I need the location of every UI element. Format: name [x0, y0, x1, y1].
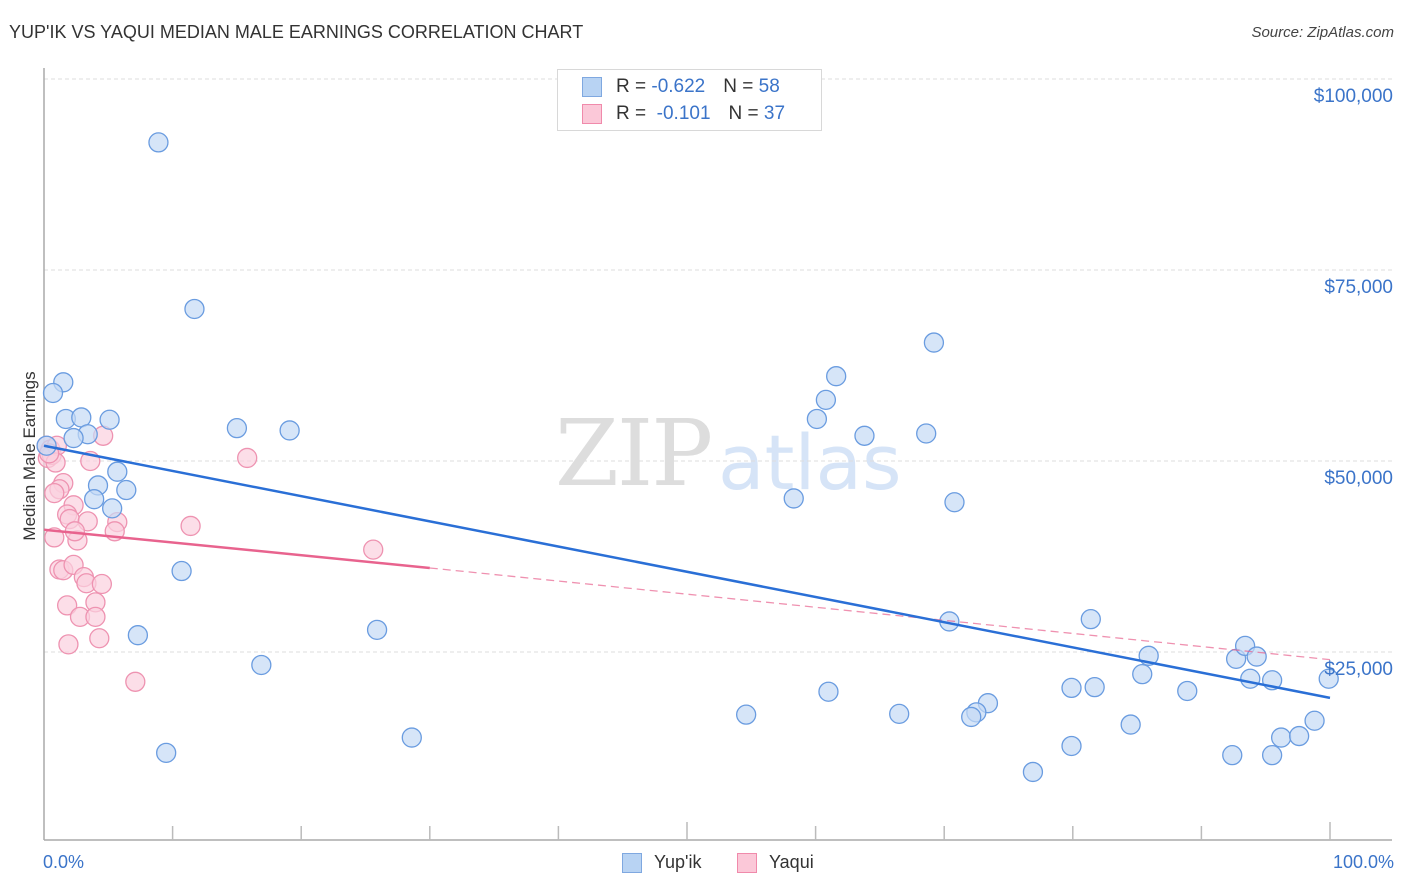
correlation-legend: R = -0.622 N = 58 R = -0.101 N = 37	[557, 69, 822, 131]
yupik-swatch-icon	[582, 77, 602, 97]
y-tick-25000: $25,000	[1324, 659, 1393, 680]
yaqui-point	[91, 573, 113, 595]
yupik-point	[806, 408, 828, 430]
y-tick-50000: $50,000	[1324, 468, 1393, 489]
yupik-point	[923, 332, 945, 353]
yupik-point	[99, 409, 120, 430]
gridlines	[44, 78, 1392, 653]
yupik-point	[1261, 744, 1283, 766]
yupik-point	[1061, 677, 1082, 699]
yupik-n-value: 58	[758, 76, 780, 97]
x-tick-100: 100.0%	[1332, 852, 1394, 872]
yupik-point	[916, 423, 937, 444]
yupik-point	[1080, 608, 1101, 630]
yupik-point	[127, 625, 149, 646]
yupik-point	[944, 492, 965, 513]
yupik-point	[107, 461, 128, 482]
yaqui-trendline-extension	[429, 567, 1331, 661]
y-tick-100000: $100,000	[1313, 86, 1393, 107]
y-axis-label: Median Male Earnings	[20, 371, 39, 541]
yupik-point	[1061, 735, 1082, 757]
yaqui-point	[237, 447, 258, 469]
yaqui-legend-label: Yaqui	[769, 852, 814, 872]
yupik-point	[366, 619, 388, 640]
yupik-points	[36, 132, 1339, 783]
yaqui-point	[58, 634, 79, 655]
yaqui-trendline	[43, 528, 430, 570]
yupik-point	[1270, 727, 1292, 748]
legend-item-yaqui[interactable]: Yaqui	[737, 852, 814, 873]
yaqui-point	[44, 527, 65, 548]
yupik-r-label: R =	[616, 76, 652, 97]
yaqui-point	[125, 671, 146, 692]
yupik-point	[156, 742, 177, 763]
yupik-point	[1120, 714, 1141, 735]
yupik-point	[961, 706, 982, 728]
yupik-point	[889, 703, 910, 725]
yupik-n-label: N =	[723, 76, 759, 97]
yaqui-n-value: 37	[763, 103, 786, 124]
yaqui-point	[363, 539, 384, 560]
yupik-point	[815, 389, 837, 411]
watermark-zip: ZIP	[555, 400, 713, 507]
yupik-point	[1084, 676, 1105, 698]
legend-row-yaqui: R = -0.101 N = 37	[582, 102, 785, 126]
yupik-point	[1222, 744, 1243, 766]
yupik-point	[251, 654, 272, 676]
yaqui-point	[44, 482, 65, 504]
yupik-point	[1318, 668, 1339, 689]
yupik-point	[1132, 664, 1153, 685]
yupik-point	[826, 366, 847, 387]
yupik-legend-swatch-icon	[622, 852, 642, 873]
yupik-point	[71, 407, 92, 428]
source-label: Source: ZipAtlas.com	[1251, 24, 1394, 41]
yupik-point	[736, 704, 757, 725]
yupik-point	[226, 417, 248, 439]
legend-item-yupik[interactable]: Yup'ik	[622, 852, 701, 873]
yupik-point	[171, 560, 192, 582]
y-tick-75000: $75,000	[1324, 277, 1393, 298]
yupik-point	[84, 489, 105, 510]
yaqui-n-label: N =	[728, 103, 764, 124]
yupik-point	[1022, 761, 1044, 783]
yupik-point	[1240, 668, 1261, 689]
yupik-legend-label: Yup'ik	[654, 852, 702, 872]
yupik-point	[1246, 646, 1267, 667]
yupik-point	[42, 382, 64, 404]
yupik-point	[401, 727, 422, 748]
yupik-trendline	[43, 444, 1331, 700]
legend-row-yupik: R = -0.622 N = 58	[582, 75, 780, 99]
yupik-point	[1288, 725, 1310, 747]
yupik-point	[1304, 710, 1325, 731]
yupik-point	[854, 425, 875, 446]
yaqui-legend-swatch-icon	[737, 852, 757, 873]
yupik-r-value: -0.622	[651, 76, 706, 97]
yupik-point	[116, 479, 137, 501]
yupik-point	[63, 427, 84, 449]
yupik-point	[148, 132, 169, 153]
yaqui-swatch-icon	[582, 104, 602, 124]
yaqui-point	[89, 628, 110, 649]
yupik-point	[102, 498, 123, 519]
yupik-point	[184, 298, 205, 320]
yaqui-point	[180, 515, 201, 537]
trendlines	[43, 444, 1331, 700]
yaqui-r-value: -0.101	[651, 103, 711, 124]
chart-title: YUP'IK VS YAQUI MEDIAN MALE EARNINGS COR…	[9, 22, 584, 42]
yupik-point	[818, 681, 839, 702]
yaqui-r-label: R =	[616, 103, 652, 124]
yaqui-point	[85, 606, 106, 628]
yupik-point	[1177, 680, 1198, 702]
yupik-point	[279, 420, 300, 441]
yupik-point	[783, 488, 804, 509]
yaqui-point	[56, 595, 78, 616]
x-tick-0: 0.0%	[43, 852, 85, 872]
